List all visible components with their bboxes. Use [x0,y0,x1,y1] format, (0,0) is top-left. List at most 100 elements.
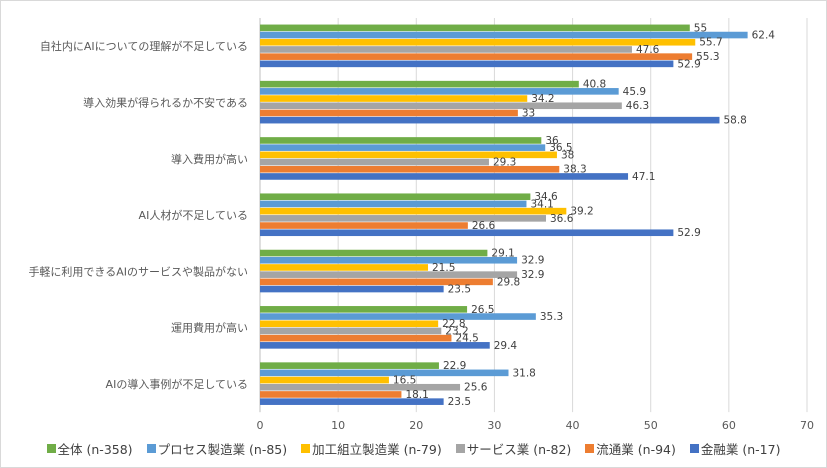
legend-swatch [301,444,311,453]
data-label: 52.9 [677,227,700,239]
bar [260,31,748,39]
legend-label: プロセス製造業 (n-85) [157,442,288,457]
category-label: 自社内にAIについての理解が不足している [40,39,248,53]
legend-label: 流通業 (n-94) [596,442,676,457]
data-label: 46.3 [626,100,649,112]
bar [260,151,557,159]
bar [260,38,696,46]
data-label: 62.4 [752,29,776,41]
data-label: 18.1 [405,389,428,401]
data-label: 23.5 [448,283,471,295]
data-label: 29.1 [491,247,514,259]
data-label: 23.2 [445,325,468,337]
bar [260,391,402,398]
legend-swatch [46,444,56,453]
bar [260,306,468,313]
x-tick-label: 0 [257,419,264,432]
legend-swatch [455,444,465,453]
data-label: 26.6 [472,220,496,232]
bar [260,116,720,124]
data-label: 32.9 [521,269,544,281]
bar [260,207,567,215]
legend-label: 加工組立製造業 (n-79) [312,442,442,457]
bar [260,285,444,293]
data-label: 36.6 [550,213,574,225]
data-label: 31.8 [512,367,535,379]
x-tick-label: 10 [331,419,345,432]
bar [260,369,509,377]
data-label: 34.6 [534,191,558,203]
bar [260,158,489,166]
bar [260,193,531,201]
category-label: 導入効果が得られるか不安である [83,95,248,109]
bar [260,80,579,88]
bar [260,320,439,328]
data-label: 22.9 [443,360,466,372]
bar [260,342,490,349]
data-label: 58.8 [723,115,746,127]
data-label: 36 [545,135,559,147]
bar [260,200,527,208]
bar [260,102,622,110]
data-label: 39.2 [570,206,593,218]
data-label: 47.6 [636,44,660,56]
bar [260,229,674,237]
bar [260,249,488,257]
category-label: AIの導入事例が不足している [106,377,248,391]
x-tick-label: 50 [644,419,658,432]
bar [260,165,560,173]
bar [260,53,693,60]
x-tick-label: 70 [800,419,814,432]
legend-swatch [146,444,156,453]
bar [260,376,389,384]
data-label: 45.9 [623,86,646,98]
data-label: 26.5 [471,304,494,316]
bar [260,264,429,271]
bar [260,271,518,278]
data-label: 38.3 [563,164,586,176]
legend-item: プロセス製造業 (n-85) [146,439,288,458]
bar [260,144,546,151]
bar [260,88,619,95]
bar [260,173,629,180]
data-label: 21.5 [432,262,455,274]
data-label: 36.5 [549,142,572,154]
bar [260,95,528,102]
legend: 全体 (n-358) プロセス製造業 (n-85) 加工組立製造業 (n-79) サー… [1,439,826,458]
x-tick-label: 60 [722,419,736,432]
data-label: 34.1 [530,198,553,210]
data-label: 29.4 [494,340,518,352]
category-label: 手軽に利用できるAIのサービスや製品がない [28,264,248,278]
bar [260,362,439,369]
category-label: 導入費用が高い [171,152,248,166]
legend-item: 加工組立製造業 (n-79) [301,439,442,458]
bar [260,313,536,320]
data-label: 33 [522,107,535,119]
data-label: 55.7 [699,37,722,49]
legend-item: サービス業 (n-82) [455,439,572,458]
bar [260,46,632,53]
bar [260,334,452,342]
data-label: 22.8 [442,318,465,330]
data-label: 29.3 [493,156,516,168]
data-label: 25.6 [464,382,488,394]
bar [260,278,493,286]
bar [260,60,674,68]
x-tick-label: 30 [487,419,501,432]
bar [260,137,542,144]
legend-label: サービス業 (n-82) [466,442,572,457]
legend-label: 全体 (n-358) [57,442,133,457]
bar [260,327,442,335]
bar [260,222,468,229]
category-label: 運用費用が高い [171,321,248,335]
data-label: 55.3 [696,51,719,63]
data-label: 47.1 [632,171,655,183]
data-label: 23.5 [448,396,471,408]
bar [260,24,690,32]
bar [260,215,547,222]
bar [260,109,518,117]
category-label: AI人材が不足している [139,208,248,222]
legend-item: 金融業 (n-17) [689,439,780,458]
